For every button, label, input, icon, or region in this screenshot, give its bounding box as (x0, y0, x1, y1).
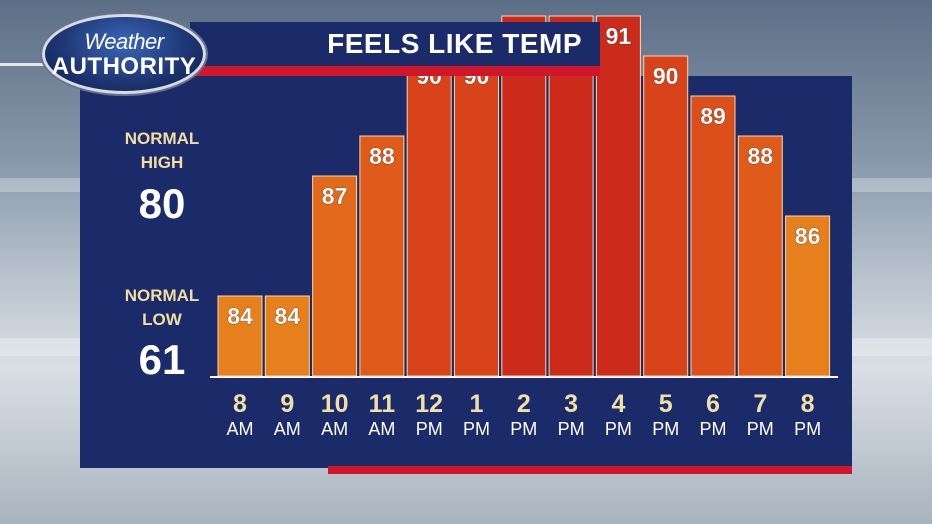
bar-8 (595, 15, 641, 377)
hour-tick-label-2: 10 (321, 390, 349, 418)
normal-high-label-2: HIGH (140, 153, 184, 172)
hour-tick-label-3: 11 (369, 390, 396, 418)
ampm-tick-label-11: PM (747, 419, 774, 439)
normal-high-label-1: NORMAL (124, 129, 200, 148)
hour-tick-label-5: 1 (470, 390, 484, 418)
bar-2 (312, 175, 358, 377)
hour-tick-label-0: 8 (233, 390, 247, 418)
bar-9 (643, 55, 689, 377)
ampm-tick-label-10: PM (700, 419, 727, 439)
ampm-tick-label-6: PM (510, 419, 537, 439)
bar-value-label-3: 88 (369, 143, 395, 169)
bar-10 (690, 95, 736, 377)
bar-11 (737, 135, 783, 377)
bar-value-label-8: 91 (606, 23, 632, 49)
ampm-tick-label-9: PM (652, 419, 679, 439)
bar-value-label-10: 89 (700, 103, 726, 129)
ampm-tick-label-4: PM (416, 419, 443, 439)
hour-tick-label-6: 2 (517, 390, 531, 418)
hour-tick-label-12: 8 (801, 390, 815, 418)
chart-title: FEELS LIKE TEMP (327, 28, 582, 59)
normal-low-label-1: NORMAL (124, 286, 200, 305)
hour-tick-label-4: 12 (415, 390, 443, 418)
logo-line-2: AUTHORITY (51, 53, 197, 80)
bar-4 (406, 55, 452, 377)
ampm-tick-label-12: PM (794, 419, 821, 439)
title-accent-bar (190, 66, 600, 76)
ampm-tick-label-8: PM (605, 419, 632, 439)
bar-value-label-0: 84 (227, 303, 253, 329)
hour-tick-label-9: 5 (659, 390, 673, 418)
bar-3 (359, 135, 405, 377)
ampm-tick-label-1: AM (274, 419, 301, 439)
ampm-tick-label-7: PM (558, 419, 585, 439)
bar-value-label-9: 90 (653, 63, 679, 89)
ampm-tick-label-0: AM (227, 419, 254, 439)
hour-tick-label-10: 6 (706, 390, 720, 418)
bar-12 (785, 215, 831, 377)
hour-tick-label-1: 9 (280, 390, 294, 418)
bar-5 (454, 55, 499, 377)
header-rule (0, 63, 60, 66)
panel-accent-bar (328, 466, 852, 474)
ampm-tick-label-2: AM (321, 419, 348, 439)
ampm-tick-label-5: PM (463, 419, 490, 439)
bar-7 (548, 15, 594, 377)
bar-value-label-11: 88 (748, 143, 774, 169)
logo-line-1: Weather (84, 29, 164, 54)
bar-6 (501, 15, 547, 377)
normal-low-label-2: LOW (142, 310, 182, 329)
hour-tick-label-7: 3 (564, 390, 578, 418)
title-bar: FEELS LIKE TEMP (190, 22, 600, 76)
bar-value-label-2: 87 (322, 183, 348, 209)
hour-tick-label-11: 7 (753, 390, 767, 418)
bar-1 (264, 295, 310, 377)
bar-value-label-12: 86 (795, 223, 821, 249)
bar-0 (217, 295, 263, 377)
hour-tick-label-8: 4 (611, 390, 625, 418)
normal-low-value: 61 (138, 336, 186, 383)
ampm-tick-label-3: AM (368, 419, 395, 439)
normal-high-value: 80 (138, 180, 186, 227)
bar-value-label-1: 84 (275, 303, 301, 329)
weather-authority-logo: Weather AUTHORITY (42, 14, 206, 94)
